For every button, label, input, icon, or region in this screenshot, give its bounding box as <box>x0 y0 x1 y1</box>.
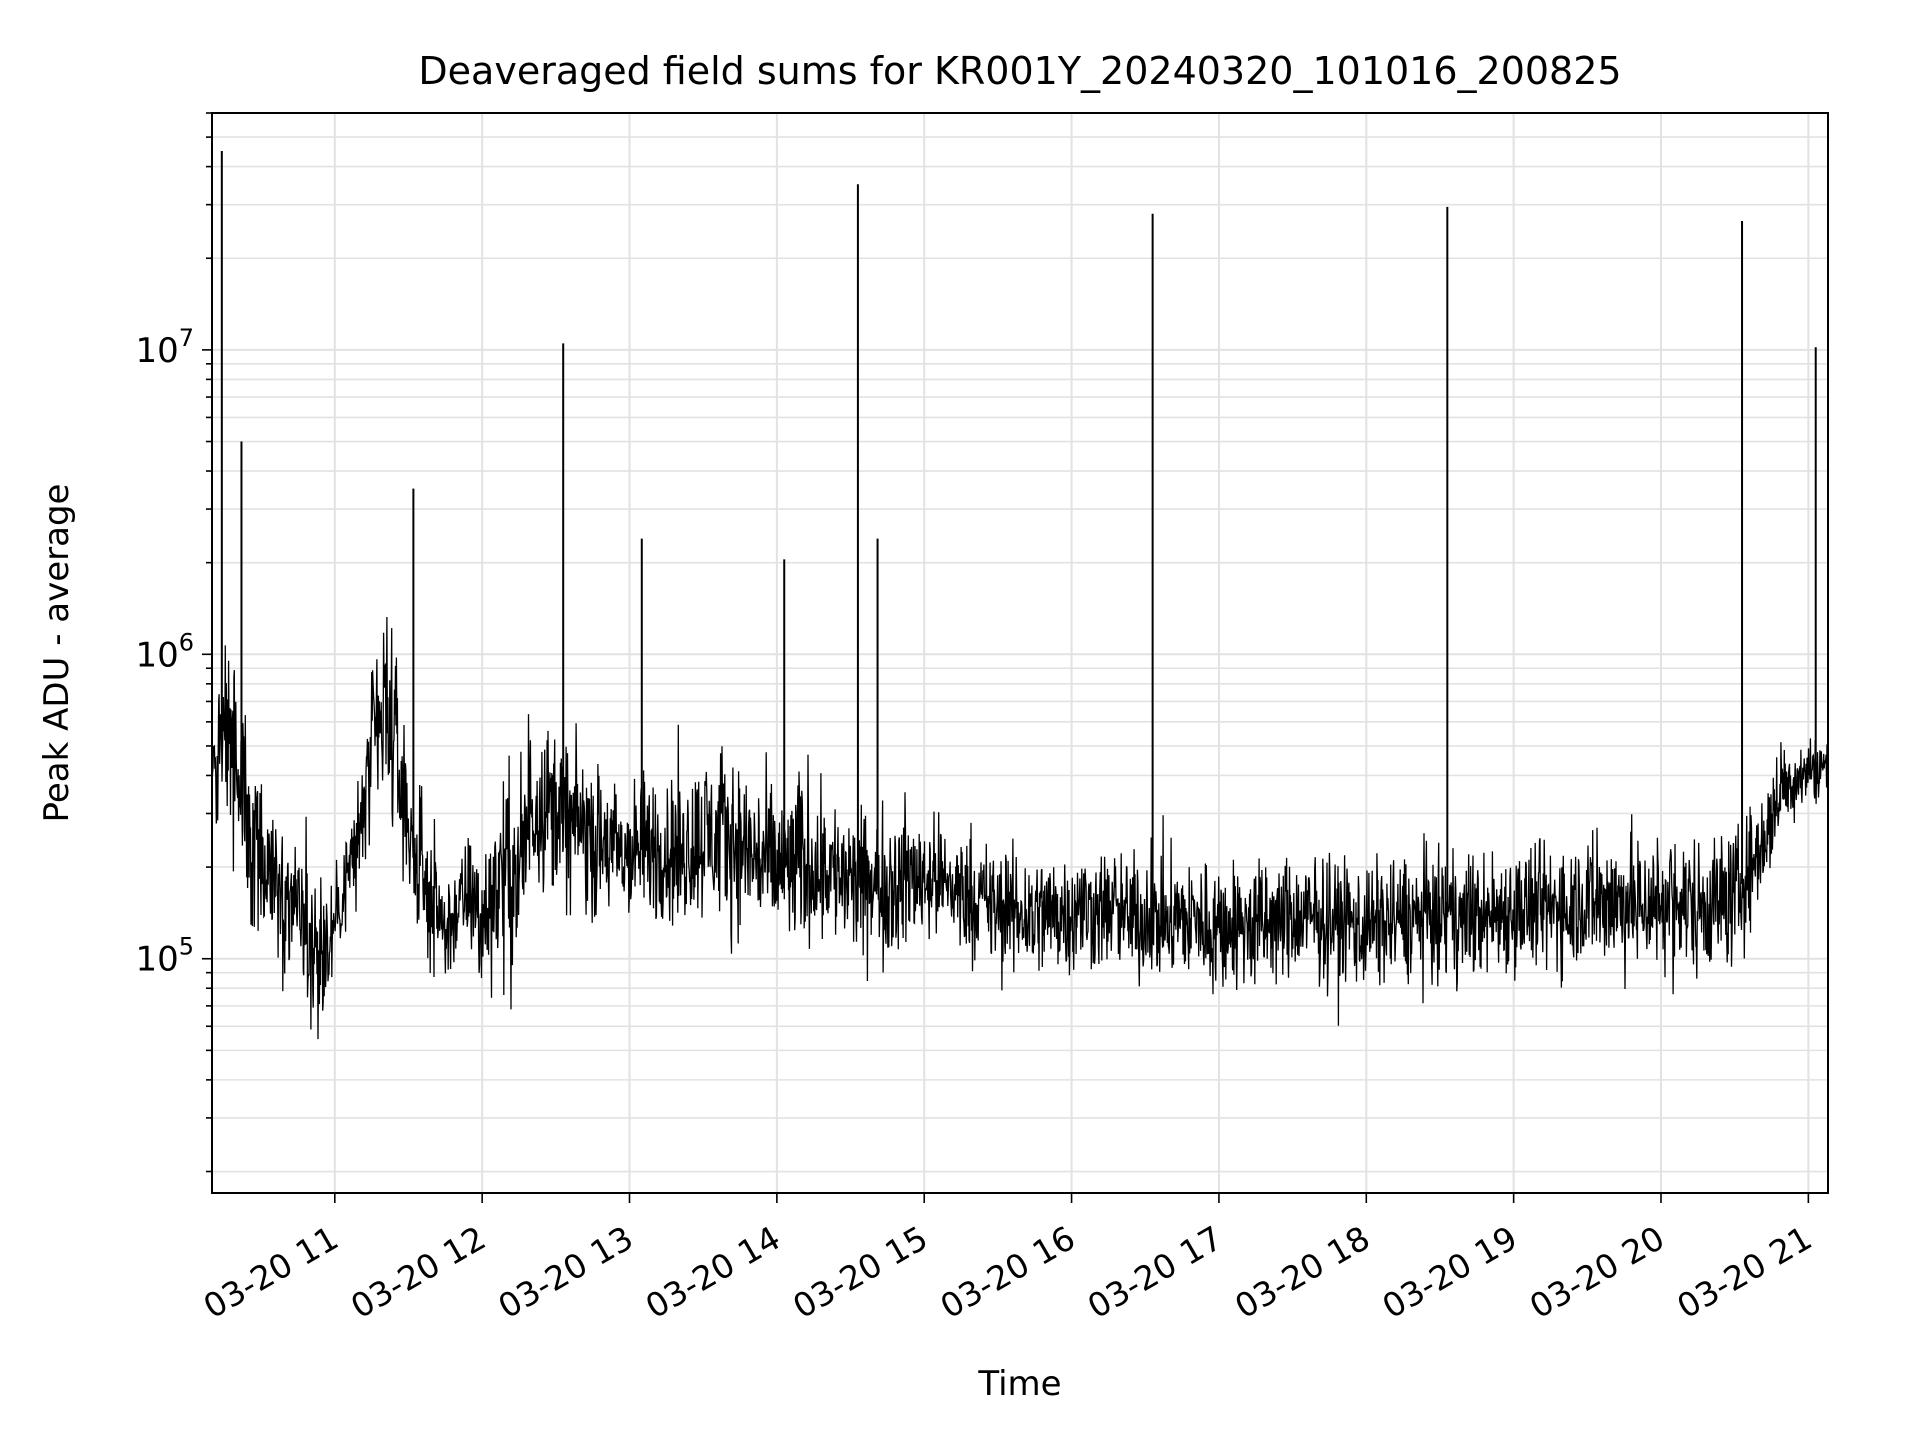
y-tick-base: 10 <box>135 331 178 371</box>
chart-title: Deaveraged field sums for KR001Y_2024032… <box>418 49 1621 93</box>
y-tick-base: 10 <box>135 635 178 675</box>
y-tick-exponent: 6 <box>179 628 194 656</box>
y-axis-label: Peak ADU - average <box>37 484 77 823</box>
y-tick-exponent: 5 <box>179 933 194 961</box>
data-series <box>211 151 1829 1040</box>
series-line <box>211 616 1829 1040</box>
y-tick-label: 107 <box>135 324 194 371</box>
x-axis-label: Time <box>977 1364 1061 1404</box>
y-tick-base: 10 <box>135 940 178 980</box>
y-tick-exponent: 7 <box>179 324 194 352</box>
y-tick-label: 106 <box>135 628 194 675</box>
plot-frame <box>211 112 1829 1194</box>
y-tick-label: 105 <box>135 933 194 980</box>
grid <box>212 112 1828 1193</box>
